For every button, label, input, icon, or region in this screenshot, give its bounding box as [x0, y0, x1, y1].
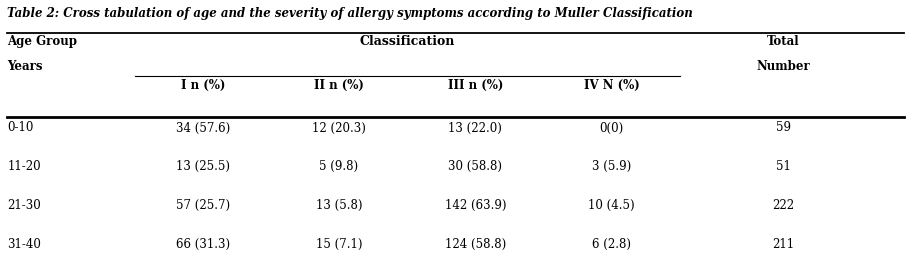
Text: 3 (5.9): 3 (5.9) [592, 160, 632, 173]
Text: 57 (25.7): 57 (25.7) [175, 199, 230, 212]
Text: 5 (9.8): 5 (9.8) [319, 160, 359, 173]
Text: 34 (57.6): 34 (57.6) [175, 121, 230, 135]
Text: 11-20: 11-20 [7, 160, 41, 173]
Text: I n (%): I n (%) [181, 79, 225, 92]
Text: 59: 59 [776, 121, 791, 135]
Text: Years: Years [7, 60, 43, 73]
Text: III n (%): III n (%) [448, 79, 503, 92]
Text: 21-30: 21-30 [7, 199, 41, 212]
Text: 142 (63.9): 142 (63.9) [445, 199, 506, 212]
Text: 30 (58.8): 30 (58.8) [448, 160, 503, 173]
Text: 13 (5.8): 13 (5.8) [315, 199, 363, 212]
Text: 0(0): 0(0) [600, 121, 624, 135]
Text: 222: 222 [773, 199, 794, 212]
Text: 51: 51 [776, 160, 791, 173]
Text: 0-10: 0-10 [7, 121, 34, 135]
Text: 13 (22.0): 13 (22.0) [448, 121, 503, 135]
Text: 211: 211 [773, 238, 794, 251]
Text: 6 (2.8): 6 (2.8) [593, 238, 631, 251]
Text: 31-40: 31-40 [7, 238, 41, 251]
Text: 10 (4.5): 10 (4.5) [588, 199, 635, 212]
Text: 12 (20.3): 12 (20.3) [312, 121, 366, 135]
Text: Number: Number [756, 60, 811, 73]
Text: II n (%): II n (%) [315, 79, 364, 92]
Text: IV N (%): IV N (%) [584, 79, 640, 92]
Text: 66 (31.3): 66 (31.3) [175, 238, 230, 251]
Text: 124 (58.8): 124 (58.8) [445, 238, 506, 251]
Text: Classification: Classification [360, 35, 454, 49]
Text: Age Group: Age Group [7, 35, 77, 49]
Text: 13 (25.5): 13 (25.5) [175, 160, 230, 173]
Text: 15 (7.1): 15 (7.1) [315, 238, 363, 251]
Text: Table 2: Cross tabulation of age and the severity of allergy symptoms according : Table 2: Cross tabulation of age and the… [7, 7, 693, 20]
Text: Total: Total [767, 35, 800, 49]
